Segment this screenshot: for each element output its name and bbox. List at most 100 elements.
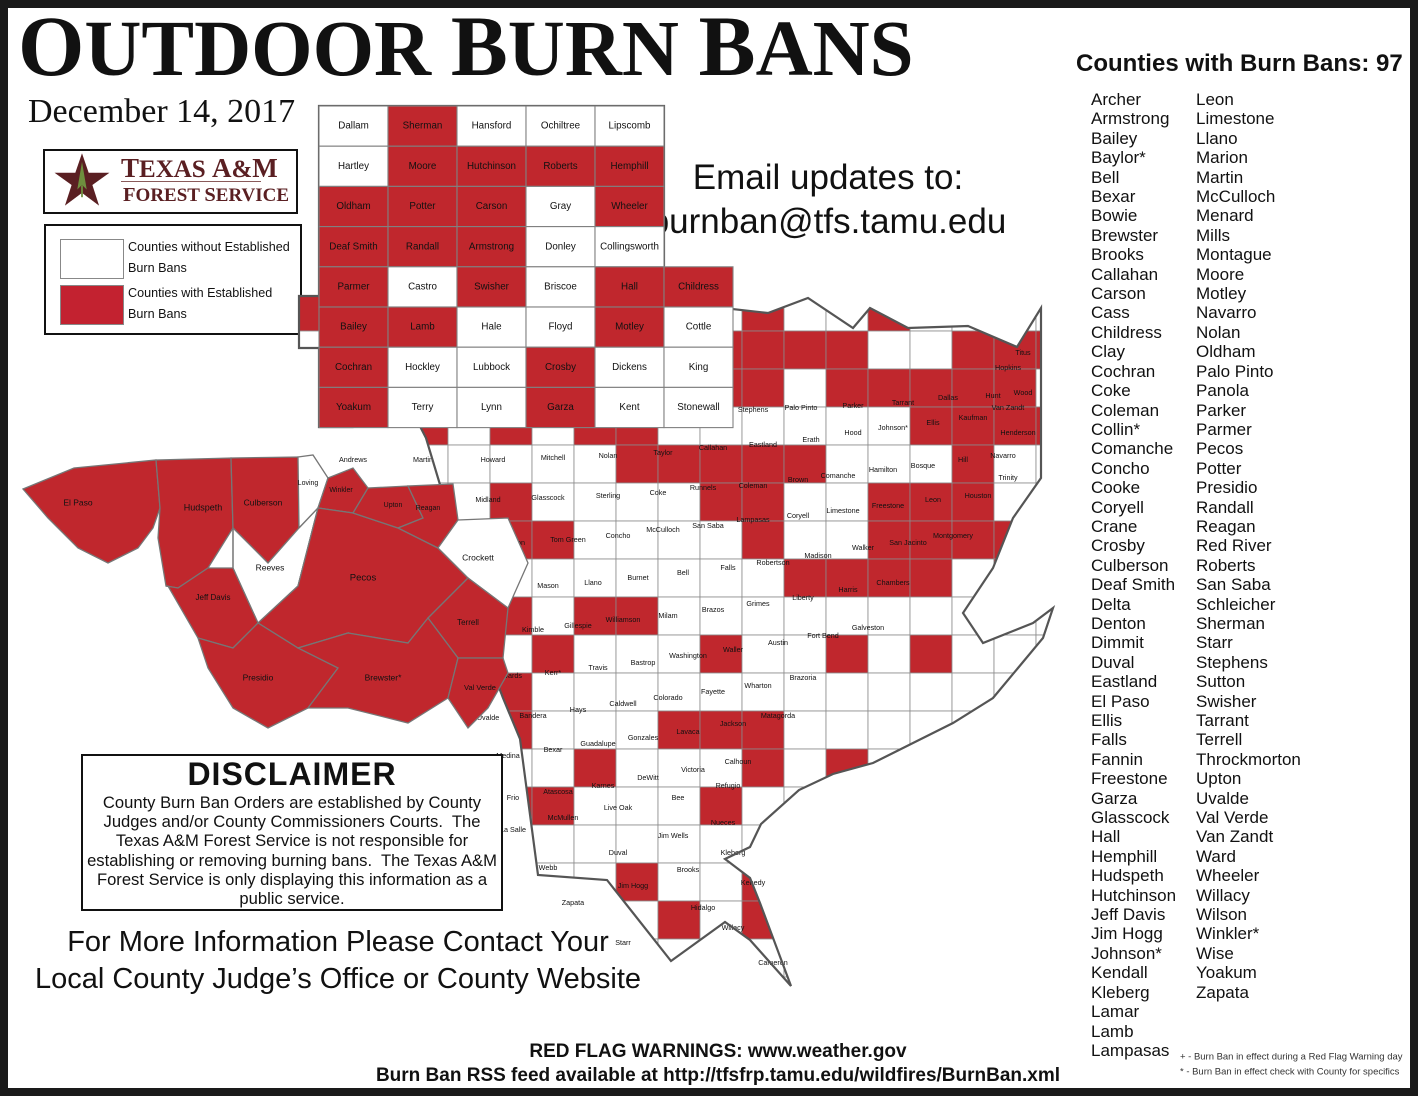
svg-text:Brazoria: Brazoria [790, 673, 817, 682]
svg-text:Eastland: Eastland [749, 440, 777, 449]
svg-text:Hall: Hall [621, 281, 638, 292]
svg-text:Hidalgo: Hidalgo [691, 903, 715, 912]
svg-text:Parker: Parker [842, 401, 864, 410]
svg-text:Stonewall: Stonewall [677, 402, 719, 413]
svg-text:Kerr*: Kerr* [545, 668, 562, 677]
svg-text:Deaf Smith: Deaf Smith [329, 241, 377, 252]
svg-text:Dallas: Dallas [938, 393, 958, 402]
svg-text:Mitchell: Mitchell [541, 453, 566, 462]
svg-text:Palo Pinto: Palo Pinto [785, 403, 818, 412]
svg-text:Guadalupe: Guadalupe [580, 739, 615, 748]
svg-text:Madison: Madison [804, 551, 831, 560]
svg-text:Hartley: Hartley [338, 161, 369, 172]
svg-text:Fort Bend: Fort Bend [807, 631, 839, 640]
svg-text:Van Zandt: Van Zandt [992, 403, 1025, 412]
svg-text:Floyd: Floyd [549, 322, 573, 333]
svg-text:Montgomery: Montgomery [933, 531, 973, 540]
svg-text:Oldham: Oldham [336, 201, 370, 212]
svg-text:Coke: Coke [650, 488, 667, 497]
svg-text:Calhoun: Calhoun [725, 757, 752, 766]
svg-text:Parmer: Parmer [337, 281, 370, 292]
svg-text:Robertson: Robertson [756, 558, 789, 567]
svg-text:Wharton: Wharton [744, 681, 771, 690]
svg-text:La Salle: La Salle [500, 825, 526, 834]
svg-text:Austin: Austin [768, 638, 788, 647]
svg-text:Tarrant: Tarrant [892, 398, 914, 407]
svg-text:San Saba: San Saba [692, 521, 724, 530]
svg-text:Concho: Concho [606, 531, 631, 540]
svg-text:Pecos: Pecos [350, 573, 377, 584]
svg-text:Hockley: Hockley [405, 362, 440, 373]
svg-text:Lubbock: Lubbock [473, 362, 510, 373]
svg-text:Wood: Wood [1014, 388, 1033, 397]
svg-text:Kent: Kent [619, 402, 639, 413]
svg-text:Waller: Waller [723, 645, 744, 654]
svg-text:Gillespie: Gillespie [564, 621, 592, 630]
svg-text:Grimes: Grimes [746, 599, 770, 608]
svg-text:Hudspeth: Hudspeth [184, 502, 223, 512]
svg-text:Lamb: Lamb [410, 322, 435, 333]
svg-text:Motley: Motley [615, 322, 644, 333]
svg-text:Kimble: Kimble [522, 625, 544, 634]
svg-text:Howard: Howard [481, 455, 506, 464]
svg-text:Milam: Milam [658, 611, 677, 620]
svg-text:Liberty: Liberty [792, 593, 814, 602]
svg-text:Dallam: Dallam [338, 121, 369, 132]
svg-text:Hemphill: Hemphill [610, 161, 648, 172]
svg-text:Galveston: Galveston [852, 623, 884, 632]
svg-text:Victoria: Victoria [681, 765, 705, 774]
svg-text:Culberson: Culberson [244, 497, 283, 507]
svg-text:Upton: Upton [384, 502, 403, 509]
svg-text:Gray: Gray [550, 201, 571, 212]
svg-text:Midland: Midland [475, 495, 500, 504]
svg-text:Hamilton: Hamilton [869, 465, 897, 474]
svg-text:Zapata: Zapata [562, 898, 584, 907]
svg-text:Atascosa: Atascosa [543, 787, 573, 796]
svg-text:Nolan: Nolan [599, 451, 618, 460]
svg-text:Martin: Martin [413, 455, 433, 464]
svg-text:Live Oak: Live Oak [604, 803, 633, 812]
svg-text:Swisher: Swisher [474, 281, 510, 292]
svg-text:Hill: Hill [958, 455, 968, 464]
svg-text:Cottle: Cottle [686, 322, 712, 333]
svg-text:Val Verde: Val Verde [464, 683, 496, 692]
svg-text:DeWitt: DeWitt [637, 773, 659, 782]
svg-text:Armstrong: Armstrong [469, 241, 514, 252]
svg-text:Jeff Davis: Jeff Davis [196, 593, 231, 602]
svg-text:Crockett: Crockett [462, 552, 494, 562]
svg-text:Bosque: Bosque [911, 461, 935, 470]
svg-text:Sherman: Sherman [403, 121, 443, 132]
svg-text:Coleman: Coleman [739, 481, 768, 490]
svg-text:Carson: Carson [476, 201, 508, 212]
svg-text:Henderson: Henderson [1000, 428, 1035, 437]
svg-text:Bailey: Bailey [340, 322, 367, 333]
svg-text:Gonzales: Gonzales [628, 733, 659, 742]
svg-text:Cochran: Cochran [335, 362, 372, 373]
svg-text:King: King [689, 362, 709, 373]
svg-text:El Paso: El Paso [63, 497, 93, 507]
svg-text:Terrell: Terrell [457, 618, 479, 627]
svg-text:Bandera: Bandera [519, 711, 546, 720]
svg-text:Jim Hogg: Jim Hogg [618, 881, 648, 890]
svg-text:Roberts: Roberts [543, 161, 577, 172]
svg-text:Jim Wells: Jim Wells [658, 831, 689, 840]
svg-text:Childress: Childress [678, 281, 719, 292]
svg-text:Briscoe: Briscoe [544, 281, 577, 292]
svg-text:Bee: Bee [672, 793, 685, 802]
svg-text:Winkler: Winkler [329, 487, 353, 494]
svg-text:Bell: Bell [677, 568, 689, 577]
svg-text:Limestone: Limestone [826, 506, 859, 515]
svg-text:San Jacinto: San Jacinto [889, 538, 927, 547]
svg-text:Burnet: Burnet [627, 573, 648, 582]
svg-text:Moore: Moore [409, 161, 437, 172]
svg-text:Hunt: Hunt [985, 391, 1000, 400]
svg-text:Andrews: Andrews [339, 455, 367, 464]
svg-text:Stephens: Stephens [738, 405, 769, 414]
svg-text:Jackson: Jackson [720, 719, 746, 728]
svg-text:Randall: Randall [406, 241, 439, 252]
svg-text:Refugio: Refugio [716, 781, 741, 790]
svg-text:Hood: Hood [844, 428, 861, 437]
svg-text:Navarro: Navarro [990, 451, 1016, 460]
svg-text:Hale: Hale [481, 322, 502, 333]
svg-text:Freestone: Freestone [872, 501, 904, 510]
